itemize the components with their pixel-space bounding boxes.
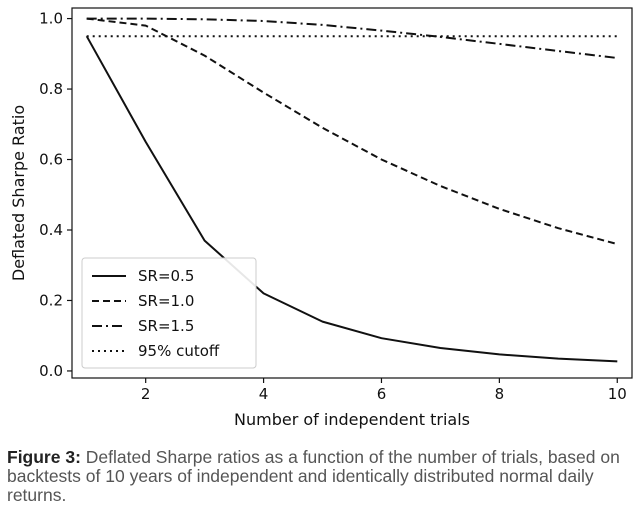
y-axis-label: Deflated Sharpe Ratio xyxy=(9,105,28,281)
y-tick-label: 1.0 xyxy=(39,10,63,28)
series-line-2 xyxy=(86,17,618,246)
y-tick-label: 0.4 xyxy=(39,221,63,239)
series-line-3 xyxy=(86,17,618,59)
x-tick-label: 10 xyxy=(608,385,627,403)
legend-label-3: SR=1.5 xyxy=(138,317,194,335)
series-line-1 xyxy=(85,35,618,363)
plot-frame xyxy=(71,7,633,379)
legend-label-2: SR=1.0 xyxy=(138,292,194,310)
legend-label-1: SR=0.5 xyxy=(138,267,194,285)
y-tick-label: 0.2 xyxy=(39,291,63,309)
y-axis-ticks: 0.0 0.2 0.4 0.6 0.8 1.0 xyxy=(39,10,72,380)
chart: 2 4 6 8 10 0.0 0.2 0.4 0.6 0.8 1.0 Number of inde… xyxy=(9,7,633,429)
caption-label: Figure 3: xyxy=(7,447,81,467)
x-axis-label: Number of independent trials xyxy=(234,410,470,429)
y-tick-label: 0.8 xyxy=(39,80,63,98)
legend: SR=0.5 SR=1.0 SR=1.5 95% cutoff xyxy=(81,257,257,369)
legend-label-4: 95% cutoff xyxy=(138,342,220,360)
legend-box xyxy=(81,257,257,369)
figure-caption: Figure 3: Deflated Sharpe ratios as a fu… xyxy=(7,448,633,505)
series-layer xyxy=(85,17,618,363)
x-tick-label: 6 xyxy=(377,385,387,403)
x-tick-label: 2 xyxy=(141,385,151,403)
x-axis-ticks: 2 4 6 8 10 xyxy=(141,378,627,403)
caption-text: Deflated Sharpe ratios as a function of … xyxy=(7,447,620,505)
x-tick-label: 4 xyxy=(259,385,269,403)
x-tick-label: 8 xyxy=(495,385,505,403)
y-tick-label: 0.6 xyxy=(39,151,63,169)
y-tick-label: 0.0 xyxy=(39,362,63,380)
